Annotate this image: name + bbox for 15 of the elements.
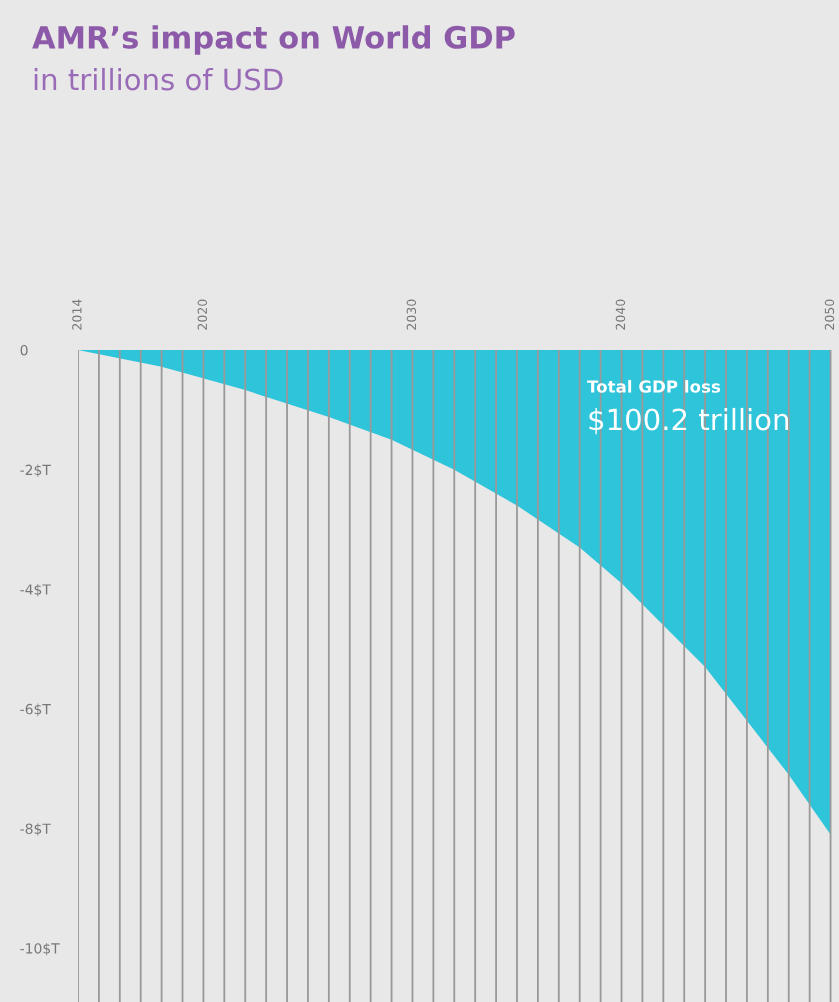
chart-subtitle: in trillions of USD — [34, 67, 283, 91]
y-tick-label: -8$T — [20, 823, 51, 836]
y-tick-label: -2$T — [20, 464, 51, 477]
y-tick-label: -10$T — [20, 942, 60, 956]
annotation: $100.2 trillion — [589, 407, 789, 435]
x-tick-label: 2050 — [824, 299, 835, 330]
chart-title: AMR’s impact on World GDP — [32, 25, 515, 55]
y-tick-label: -6$T — [20, 703, 51, 717]
y-tick-label: 0 — [20, 344, 28, 356]
x-tick-label: 2020 — [197, 299, 208, 330]
x-tick-label: 2014 — [72, 299, 82, 330]
x-tick-label: 2030 — [406, 299, 417, 330]
annotation: Total GDP loss — [587, 379, 721, 393]
y-tick-label: -4$T — [20, 583, 51, 597]
x-tick-label: 2040 — [615, 299, 626, 330]
